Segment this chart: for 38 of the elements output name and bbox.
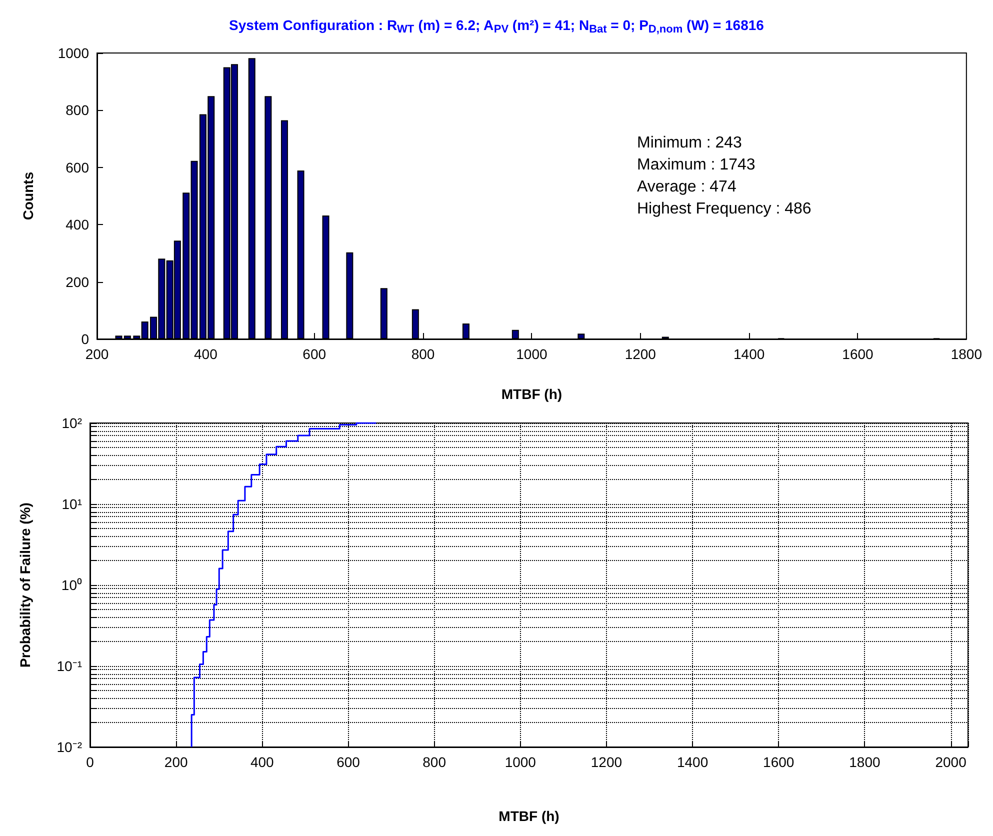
annotation: Highest Frequency : 486 <box>637 200 812 218</box>
y-tick-label: 10⁻² <box>56 739 82 755</box>
x-tick-label: 200 <box>85 346 109 362</box>
x-axis-title: MTBF (h) <box>501 386 562 402</box>
y-tick-label: 1000 <box>58 45 90 61</box>
x-tick-label: 600 <box>336 754 360 770</box>
annotation: Average : 474 <box>637 178 736 196</box>
y-tick-label: 10⁰ <box>61 577 82 593</box>
y-tick-label: 400 <box>66 216 90 233</box>
x-tick-label: 200 <box>164 754 188 770</box>
x-tick-label: 1000 <box>504 754 536 770</box>
y-tick-label: 800 <box>66 102 90 118</box>
y-tick-label: 200 <box>66 274 90 290</box>
x-tick-label: 400 <box>250 754 274 770</box>
x-tick-label: 800 <box>422 754 446 770</box>
y-tick-label: 10⁻¹ <box>56 658 82 674</box>
annotation: Minimum : 243 <box>637 134 742 152</box>
annotation: Maximum : 1743 <box>637 156 756 174</box>
x-tick-label: 1200 <box>624 346 656 362</box>
x-tick-label: 1600 <box>842 346 874 362</box>
y-axis-title: Probability of Failure (%) <box>17 502 33 668</box>
y-axis-title: Counts <box>20 172 36 220</box>
x-tick-label: 1800 <box>849 754 880 770</box>
x-tick-label: 1200 <box>590 754 622 770</box>
x-tick-label: 1000 <box>516 346 548 362</box>
x-tick-label: 1600 <box>763 754 794 770</box>
y-tick-label: 0 <box>81 331 90 347</box>
y-tick-label: 10¹ <box>62 496 82 512</box>
x-tick-label: 600 <box>302 346 326 362</box>
y-tick-label: 10² <box>62 415 82 431</box>
x-tick-label: 400 <box>194 346 218 362</box>
y-tick-label: 600 <box>66 159 90 176</box>
x-tick-label: 1400 <box>733 346 765 362</box>
x-axis-title: MTBF (h) <box>498 808 560 824</box>
x-tick-label: 2000 <box>935 754 967 770</box>
x-tick-label: 800 <box>411 346 435 362</box>
x-tick-label: 1400 <box>676 754 708 770</box>
x-tick-label: 1800 <box>950 346 982 362</box>
